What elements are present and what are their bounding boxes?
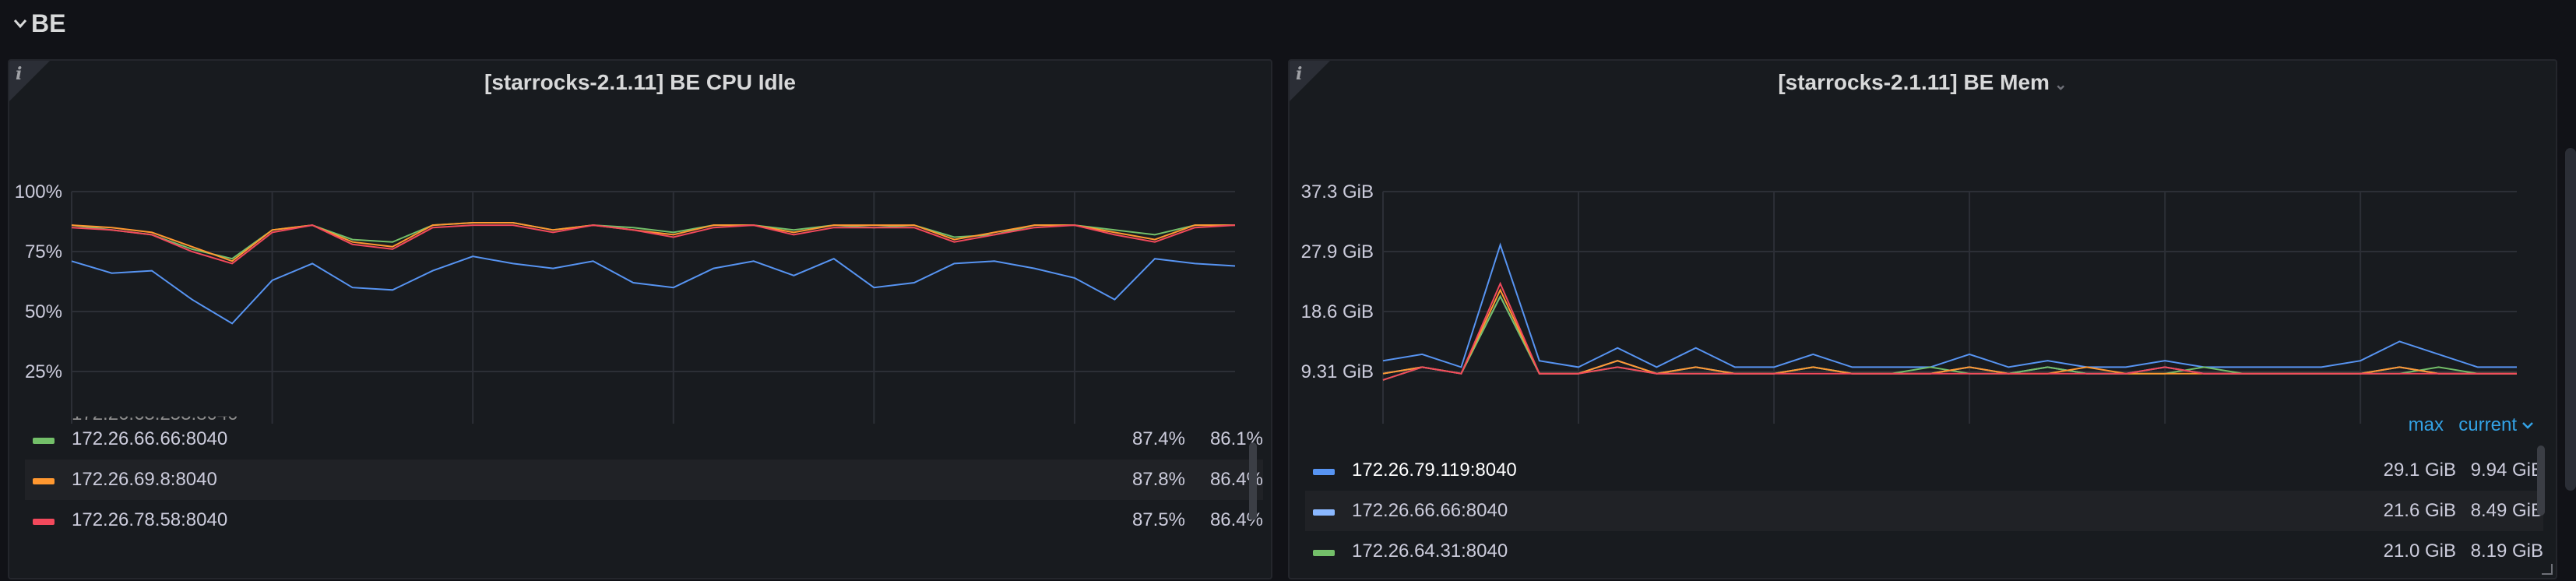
legend-swatch [1313, 550, 1335, 556]
page-scrollbar[interactable] [2565, 148, 2576, 491]
legend-scrollbar[interactable] [1249, 442, 1257, 520]
legend-item[interactable]: 172.26.64.31:8040 21.0 GiB 8.19 GiB [1305, 531, 2543, 572]
y-tick-label: 18.6 GiB [1301, 301, 1374, 322]
panel-title[interactable]: [starrocks-2.1.11] BE CPU Idle [9, 70, 1271, 95]
y-tick-label: 75% [25, 241, 62, 262]
legend-current: 8.19 GiB [2470, 541, 2543, 562]
legend-swatch [33, 519, 55, 525]
series-line[interactable] [71, 255, 1236, 325]
series-line[interactable] [1382, 294, 2517, 375]
resize-handle[interactable] [2542, 564, 2553, 575]
legend-item[interactable]: 172.26.78.58:8040 87.5% 86.4% [25, 500, 1263, 541]
legend-header-current[interactable]: current [2458, 414, 2517, 435]
cpu-idle-panel: i [starrocks-2.1.11] BE CPU Idle 0% 25% 50… [8, 59, 1272, 579]
chevron-down-icon[interactable]: ⌄ [2053, 76, 2067, 93]
y-tick-label: 27.9 GiB [1301, 241, 1374, 262]
panel-title-text: [starrocks-2.1.11] BE Mem [1778, 70, 2050, 94]
cpu-idle-chart[interactable]: 0%25%50%75%100%09:2009:2509:3009:3509:40… [9, 112, 1271, 424]
series-line[interactable] [1382, 294, 2517, 381]
y-tick-label: 0% [35, 421, 62, 424]
legend-label: 172.26.78.58:8040 [72, 509, 228, 530]
legend-label: 172.26.69.8:8040 [72, 469, 217, 490]
y-tick-label: 0 B [1346, 421, 1374, 424]
legend-max: 87.8% [1131, 469, 1185, 490]
series-line[interactable] [1382, 242, 2517, 368]
chevron-down-icon[interactable] [2520, 417, 2536, 433]
panel-title-text: [starrocks-2.1.11] BE CPU Idle [484, 70, 796, 94]
legend-label: 172.26.79.119:8040 [1352, 460, 1517, 481]
legend-max: 87.5% [1131, 509, 1185, 530]
legend-max: 29.1 GiB [2383, 460, 2456, 481]
info-icon[interactable]: i [1296, 64, 1303, 84]
panel-corner [9, 61, 50, 101]
y-tick-label: 25% [25, 361, 62, 382]
series-line[interactable] [1382, 281, 2517, 381]
legend-label: 172.26.66.66:8040 [72, 428, 228, 449]
y-tick-label: 37.3 GiB [1301, 181, 1374, 202]
row-header[interactable]: BE [0, 0, 2576, 50]
legend-max: 87.4% [1131, 428, 1185, 449]
series-line[interactable] [71, 224, 1236, 265]
legend-current: 8.49 GiB [2470, 500, 2543, 521]
legend-max: 21.6 GiB [2383, 500, 2456, 521]
panel-corner [1290, 61, 1330, 101]
legend-label: 172.26.64.31:8040 [1352, 541, 1508, 562]
legend-swatch [33, 438, 55, 444]
legend-swatch [33, 478, 55, 484]
legend-item[interactable]: 172.26.79.119:8040 29.1 GiB 9.94 GiB [1305, 450, 2543, 491]
legend-current: 9.94 GiB [2470, 460, 2543, 481]
legend-item[interactable]: 172.26.69.8:8040 87.8% 86.4% [25, 460, 1263, 500]
y-tick-label: 100% [15, 181, 62, 202]
legend-swatch [1313, 509, 1335, 516]
y-tick-label: 9.31 GiB [1301, 361, 1374, 382]
legend-header-max[interactable]: max [2408, 414, 2444, 435]
y-tick-label: 50% [25, 301, 62, 322]
legend-label: 172.26.66.66:8040 [1352, 500, 1508, 521]
legend-item[interactable]: 172.26.66.66:8040 87.4% 86.1% [25, 419, 1263, 460]
info-icon[interactable]: i [16, 64, 23, 84]
row-title: BE [31, 9, 66, 37]
legend-max: 21.0 GiB [2383, 541, 2456, 562]
mem-panel: i [starrocks-2.1.11] BE Mem⌄ 0 B 9.31 GiB… [1288, 59, 2557, 579]
series-line[interactable] [71, 222, 1235, 262]
legend-scrollbar[interactable] [2537, 445, 2545, 516]
panel-title[interactable]: [starrocks-2.1.11] BE Mem ⌄ [1290, 70, 2556, 95]
legend-swatch [1313, 469, 1335, 475]
chevron-down-icon[interactable] [11, 11, 30, 36]
legend-partial-row: 172.26.63.253:8040 [72, 403, 238, 424]
legend-item[interactable]: 172.26.66.66:8040 21.6 GiB 8.49 GiB [1305, 491, 2543, 531]
